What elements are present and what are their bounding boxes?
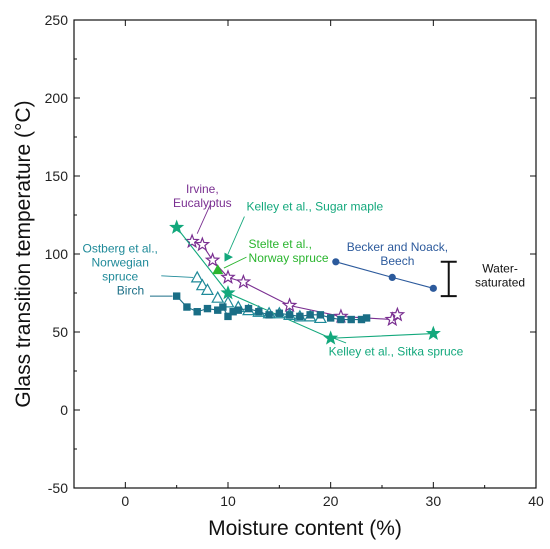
annotation-label: Ostberg et al., Norwegian spruce <box>83 241 158 283</box>
annotation-line: Kelley et al., Sugar maple <box>246 199 383 213</box>
series-3 <box>172 292 371 324</box>
data-point <box>184 233 200 249</box>
data-point <box>388 273 396 281</box>
data-point <box>244 304 253 313</box>
y-tick-label: 250 <box>45 12 69 28</box>
annotation-label: Becker and Noack, Beech <box>347 240 448 268</box>
data-point <box>194 236 211 252</box>
annotation-line: Norway spruce <box>249 251 329 265</box>
data-point <box>347 315 355 324</box>
data-point <box>323 330 339 345</box>
x-tick-label: 30 <box>426 493 442 509</box>
series-layer <box>169 219 457 345</box>
data-point <box>332 258 340 266</box>
data-point <box>229 308 237 316</box>
annotation-line: spruce <box>102 269 138 283</box>
data-point <box>169 219 185 234</box>
data-point <box>425 325 441 340</box>
data-point <box>212 264 224 275</box>
annotation-line: saturated <box>475 276 525 290</box>
series-6 <box>224 252 233 262</box>
x-tick-label: 20 <box>323 493 339 509</box>
data-point <box>326 314 335 322</box>
data-point <box>337 315 345 324</box>
x-tick-label: 40 <box>528 493 544 509</box>
series-0 <box>184 233 406 327</box>
x-axis: 0 10 20 30 40 <box>73 20 544 509</box>
y-axis-title: Glass transition temperature (°C) <box>12 100 35 407</box>
annotation-leader <box>196 203 211 234</box>
annotation-leader <box>333 337 347 344</box>
data-point <box>219 303 227 311</box>
annotation-line: Kelley et al., Sitka spruce <box>329 344 464 358</box>
data-point <box>224 312 232 321</box>
annotation-label: Kelley et al., Sugar maple <box>246 199 383 213</box>
annotation-label: Kelley et al., Sitka spruce <box>329 344 464 358</box>
annotation-line: Stelte et al., <box>249 237 312 251</box>
y-tick-label: 0 <box>60 402 68 418</box>
x-axis-title: Moisture content (%) <box>208 517 402 540</box>
data-point <box>183 303 191 311</box>
data-point <box>362 314 371 322</box>
annotation-line: Eucalyptus <box>173 196 232 210</box>
data-point <box>195 278 209 291</box>
data-point <box>285 311 294 319</box>
y-tick-label: 150 <box>45 168 69 184</box>
data-point <box>389 306 406 322</box>
annotation-line: Water- <box>482 262 518 276</box>
annotation-leader <box>227 216 245 255</box>
y-axis: -50 0 50 100 150 200 250 <box>45 12 536 496</box>
y-tick-label: -50 <box>48 480 68 496</box>
data-point <box>235 273 252 289</box>
data-point <box>275 309 284 317</box>
annotation-leader <box>223 256 247 269</box>
data-point <box>211 290 225 303</box>
data-point <box>190 270 204 283</box>
data-point <box>357 315 366 324</box>
data-point <box>193 308 201 316</box>
data-point <box>204 252 221 267</box>
annotation-line: Irvine, <box>186 182 219 196</box>
series-4 <box>332 258 437 292</box>
data-point <box>172 292 181 300</box>
annotation-line: Norwegian <box>92 255 149 269</box>
annotation-line: Ostberg et al., <box>83 241 158 255</box>
data-point <box>224 252 233 262</box>
data-point <box>255 308 263 316</box>
series-5 <box>212 264 224 275</box>
annotation-leader <box>161 275 194 278</box>
annotation-label: Stelte et al., Norway spruce <box>249 237 329 265</box>
y-tick-label: 100 <box>45 246 69 262</box>
data-point <box>220 269 236 285</box>
data-point <box>214 306 222 314</box>
data-point <box>429 284 437 292</box>
data-point <box>200 283 214 295</box>
annotation-line: Beech <box>380 254 414 268</box>
data-point <box>296 312 304 321</box>
data-point <box>316 311 325 319</box>
annotation-line: Birch <box>117 284 144 298</box>
series-line <box>176 295 367 321</box>
annotation-label: Irvine, Eucalyptus <box>173 182 232 210</box>
annotations: Irvine, Eucalyptus Kelley et al., Sugar ma… <box>83 182 526 358</box>
y-tick-label: 50 <box>52 324 68 340</box>
data-point <box>234 306 242 314</box>
annotation-label: Birch <box>117 284 144 298</box>
y-tick-label: 200 <box>45 90 69 106</box>
data-point <box>306 311 314 319</box>
annotation-line: Becker and Noack, <box>347 240 448 254</box>
data-point <box>203 304 212 313</box>
data-point <box>265 311 273 319</box>
x-tick-label: 10 <box>220 493 236 509</box>
range-bar <box>440 260 457 298</box>
x-tick-label: 0 <box>121 493 129 509</box>
annotation-label: Water-saturated <box>475 262 525 290</box>
